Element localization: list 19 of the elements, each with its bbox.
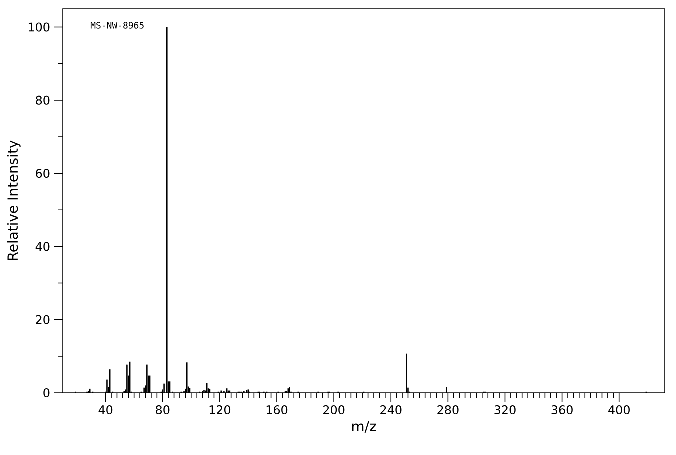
x-tick-label: 320 <box>494 406 516 415</box>
y-tick-label: 0 <box>44 388 50 398</box>
y-tick-label: 20 <box>36 315 50 324</box>
x-tick-label: 160 <box>266 406 288 415</box>
y-tick-label: 80 <box>36 96 50 105</box>
x-tick-label: 200 <box>324 406 345 415</box>
x-tick-label: 40 <box>98 406 113 415</box>
x-tick-label: 240 <box>380 406 402 415</box>
y-tick-label: 100 <box>28 22 50 32</box>
x-tick-label: 80 <box>156 406 170 415</box>
y-axis-title: Relative Intensity <box>7 140 21 260</box>
x-axis-title: m/z <box>352 421 376 433</box>
x-tick-label: 400 <box>608 406 630 415</box>
x-tick-label: 280 <box>438 406 459 415</box>
y-tick-label: 60 <box>36 169 50 178</box>
x-tick-label: 120 <box>210 406 231 415</box>
x-tick-label: 360 <box>552 406 573 415</box>
y-tick-label: 40 <box>36 242 50 252</box>
annotation: MS-NW-8965 <box>90 22 144 29</box>
